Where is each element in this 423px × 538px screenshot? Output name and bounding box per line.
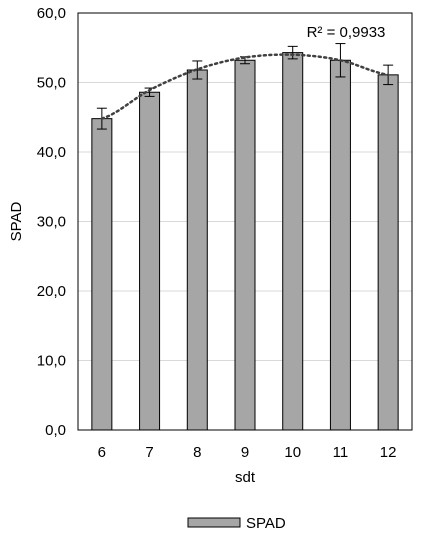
plot-area-border [77, 12, 413, 431]
bar [377, 74, 399, 431]
x-axis-label: sdt [235, 469, 256, 486]
bar-series [91, 52, 399, 431]
y-tick-label: 0,0 [45, 422, 66, 439]
bar [234, 59, 256, 431]
y-tick-label: 60,0 [37, 5, 66, 22]
bar [139, 91, 161, 431]
y-tick-label: 50,0 [37, 75, 66, 92]
y-tick-label: 30,0 [37, 214, 66, 231]
error-bar [192, 60, 203, 80]
r-squared-label: R² = 0,9933 [307, 24, 386, 41]
legend: SPAD [187, 515, 286, 532]
x-tick-label: 7 [145, 444, 153, 461]
y-axis-label: SPAD [8, 201, 25, 241]
x-tick-label: 12 [380, 444, 397, 461]
x-tick-label: 8 [193, 444, 201, 461]
trendline [100, 53, 390, 120]
y-tick-label: 10,0 [37, 353, 66, 370]
y-axis-tick-labels: 0,0 10,0 20,0 30,0 40,0 50,0 60,0 [37, 5, 66, 439]
x-tick-label: 6 [98, 444, 106, 461]
legend-swatch [187, 517, 241, 528]
x-tick-label: 9 [241, 444, 249, 461]
x-axis-tick-labels: 6 7 8 9 10 11 12 [98, 444, 397, 461]
error-bar [287, 45, 298, 60]
bar [186, 69, 208, 431]
legend-label: SPAD [246, 515, 286, 532]
y-tick-label: 40,0 [37, 144, 66, 161]
bar [282, 52, 304, 431]
x-tick-label: 10 [284, 444, 301, 461]
bar [329, 59, 351, 431]
x-tick-label: 11 [333, 444, 349, 461]
bar [91, 118, 113, 431]
y-tick-label: 20,0 [37, 283, 66, 300]
